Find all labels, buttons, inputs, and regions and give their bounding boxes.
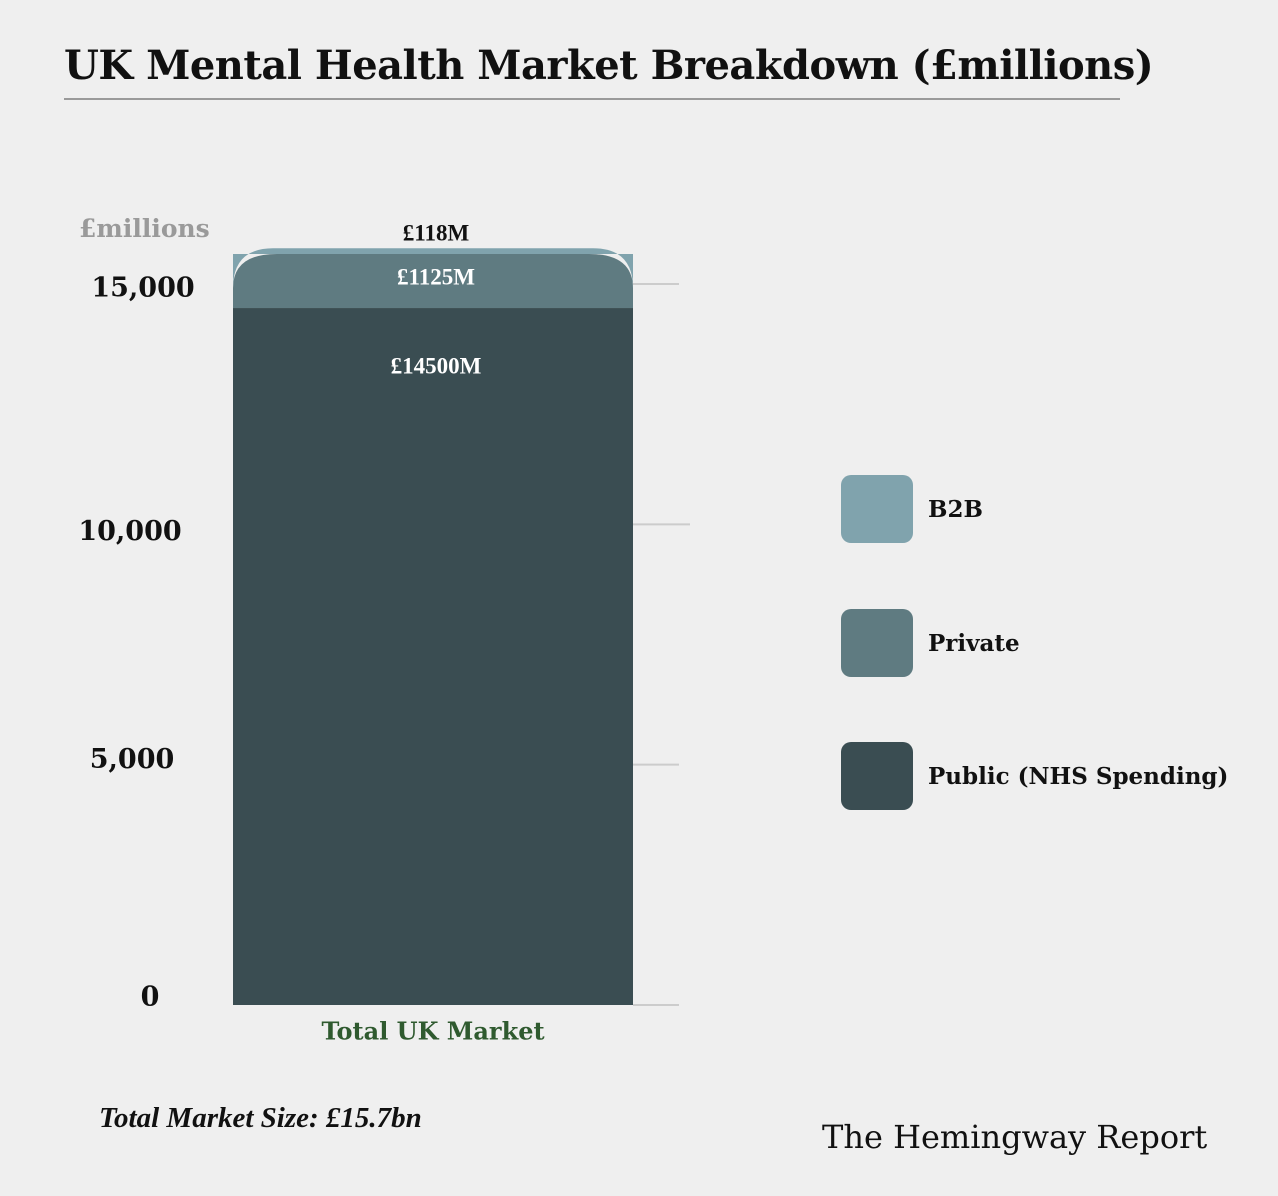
- data-label-b2b: £118M: [403, 221, 470, 246]
- legend-item-public: Public (NHS Spending): [841, 742, 1228, 810]
- bar-segment-private: [233, 253, 633, 309]
- legend-item-b2b: B2B: [841, 475, 983, 543]
- legend-item-private: Private: [841, 609, 1020, 677]
- y-axis-unit-label: £millions: [79, 214, 210, 243]
- legend-label-public: Public (NHS Spending): [928, 762, 1229, 790]
- y-tick-label-15000: 15,000: [91, 273, 194, 304]
- title-underline: [64, 98, 1120, 100]
- brand-name: The Hemingway Report: [822, 1118, 1208, 1156]
- bar-segment-public-nhs-spending: [233, 308, 633, 1005]
- data-label-private: £1125M: [397, 264, 475, 289]
- legend-swatch-b2b: [841, 475, 913, 543]
- legend-label-b2b: B2B: [928, 495, 983, 523]
- legend-swatch-private: [841, 609, 913, 677]
- data-label-public-nhs-spending: £14500M: [391, 353, 482, 378]
- bar-segment-b2b: [233, 248, 633, 289]
- x-category-label: Total UK Market: [321, 1017, 544, 1046]
- legend-label-private: Private: [928, 629, 1020, 657]
- y-tick-label-10000: 10,000: [78, 516, 181, 547]
- chart-title: UK Mental Health Market Breakdown (£mill…: [64, 42, 1154, 89]
- legend-swatch-public: [841, 742, 913, 810]
- total-market-size-note: Total Market Size: £15.7bn: [99, 1102, 422, 1134]
- y-tick-label-0: 0: [141, 982, 160, 1013]
- y-tick-label-5000: 5,000: [90, 744, 175, 775]
